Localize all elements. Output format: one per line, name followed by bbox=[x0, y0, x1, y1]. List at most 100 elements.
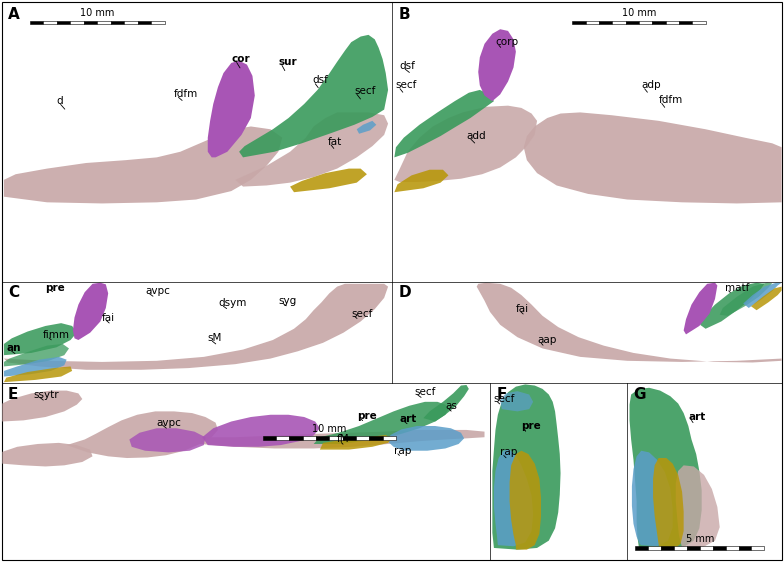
Bar bbox=[111, 21, 124, 25]
Bar bbox=[666, 21, 679, 25]
Polygon shape bbox=[357, 121, 376, 134]
Text: aap: aap bbox=[537, 335, 557, 345]
Text: 5 mm: 5 mm bbox=[685, 534, 714, 544]
Polygon shape bbox=[388, 426, 464, 451]
Text: matf: matf bbox=[725, 283, 750, 293]
Polygon shape bbox=[202, 415, 320, 447]
Polygon shape bbox=[676, 465, 720, 548]
Bar bbox=[661, 546, 673, 550]
Bar bbox=[599, 21, 612, 25]
Text: fai: fai bbox=[102, 312, 115, 323]
Bar bbox=[626, 21, 639, 25]
Polygon shape bbox=[684, 283, 717, 334]
Polygon shape bbox=[320, 435, 392, 450]
Polygon shape bbox=[494, 450, 533, 546]
Text: fat: fat bbox=[328, 137, 342, 147]
Bar bbox=[329, 436, 343, 441]
Bar bbox=[71, 21, 84, 25]
Polygon shape bbox=[4, 284, 388, 370]
Text: avpc: avpc bbox=[145, 286, 170, 296]
Polygon shape bbox=[73, 283, 108, 340]
Text: C: C bbox=[8, 285, 19, 301]
Text: fimm: fimm bbox=[43, 330, 70, 340]
Text: secf: secf bbox=[354, 86, 376, 96]
Bar bbox=[151, 21, 165, 25]
Text: 10 mm: 10 mm bbox=[312, 424, 347, 434]
Bar bbox=[713, 546, 725, 550]
Polygon shape bbox=[743, 283, 782, 308]
Text: dsf: dsf bbox=[400, 61, 416, 71]
Text: F: F bbox=[496, 387, 506, 402]
Text: as: as bbox=[445, 401, 457, 411]
Bar bbox=[699, 546, 713, 550]
Polygon shape bbox=[510, 451, 541, 550]
Bar bbox=[276, 436, 289, 441]
Bar bbox=[124, 21, 138, 25]
Bar bbox=[356, 436, 369, 441]
Bar bbox=[84, 21, 97, 25]
Polygon shape bbox=[720, 283, 772, 316]
Text: art: art bbox=[400, 414, 417, 424]
Text: d: d bbox=[56, 96, 63, 106]
Bar bbox=[97, 21, 111, 25]
Polygon shape bbox=[394, 106, 537, 182]
Text: avpc: avpc bbox=[157, 418, 182, 428]
Bar bbox=[263, 436, 276, 441]
Bar bbox=[303, 436, 316, 441]
Polygon shape bbox=[200, 430, 485, 448]
Text: A: A bbox=[8, 7, 20, 22]
Text: D: D bbox=[398, 285, 411, 301]
Text: E: E bbox=[8, 387, 18, 402]
Polygon shape bbox=[235, 112, 388, 187]
Bar bbox=[289, 436, 303, 441]
Polygon shape bbox=[477, 283, 782, 362]
Text: adp: adp bbox=[641, 80, 661, 90]
Text: 10 mm: 10 mm bbox=[622, 8, 656, 19]
Polygon shape bbox=[630, 388, 702, 550]
Bar bbox=[612, 21, 626, 25]
Polygon shape bbox=[492, 384, 561, 550]
Polygon shape bbox=[653, 458, 684, 550]
Bar bbox=[639, 21, 652, 25]
Polygon shape bbox=[478, 29, 516, 101]
Text: add: add bbox=[466, 131, 486, 141]
Bar bbox=[30, 21, 43, 25]
Text: pre: pre bbox=[521, 421, 541, 431]
Text: G: G bbox=[633, 387, 646, 402]
Bar bbox=[43, 21, 56, 25]
Text: ssytr: ssytr bbox=[33, 389, 59, 400]
Polygon shape bbox=[2, 443, 93, 466]
Text: secf: secf bbox=[414, 387, 435, 397]
Polygon shape bbox=[632, 451, 673, 546]
Text: fdfm: fdfm bbox=[174, 89, 198, 99]
Bar bbox=[138, 21, 151, 25]
Bar bbox=[572, 21, 586, 25]
Bar bbox=[369, 436, 383, 441]
Polygon shape bbox=[4, 126, 282, 203]
Bar bbox=[652, 21, 666, 25]
Bar bbox=[692, 21, 706, 25]
Bar bbox=[648, 546, 661, 550]
Polygon shape bbox=[500, 391, 533, 411]
Polygon shape bbox=[394, 170, 448, 192]
Bar bbox=[383, 436, 396, 441]
Bar bbox=[586, 21, 599, 25]
Bar bbox=[751, 546, 764, 550]
Bar bbox=[725, 546, 739, 550]
Text: rap: rap bbox=[394, 446, 411, 456]
Polygon shape bbox=[4, 357, 67, 377]
Polygon shape bbox=[4, 323, 77, 355]
Bar bbox=[56, 21, 71, 25]
Text: cor: cor bbox=[231, 54, 250, 64]
Polygon shape bbox=[423, 385, 469, 422]
Bar bbox=[674, 546, 687, 550]
Text: fM: fM bbox=[337, 434, 350, 445]
Polygon shape bbox=[751, 287, 782, 310]
Polygon shape bbox=[2, 391, 82, 422]
Text: secf: secf bbox=[396, 80, 417, 90]
Text: art: art bbox=[688, 412, 706, 422]
Bar bbox=[635, 546, 648, 550]
Polygon shape bbox=[4, 344, 69, 366]
Polygon shape bbox=[129, 428, 205, 452]
Text: 10 mm: 10 mm bbox=[80, 8, 114, 19]
